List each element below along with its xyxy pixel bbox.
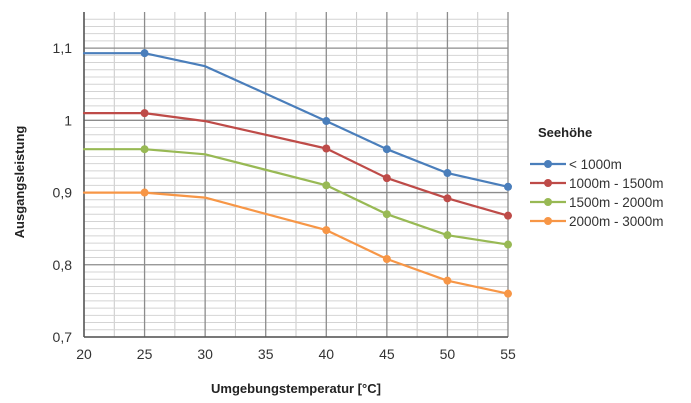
x-tick-label: 30 — [197, 346, 213, 362]
y-tick-label: 1,1 — [53, 40, 73, 56]
x-axis-title: Umgebungstemperatur [°C] — [211, 381, 381, 396]
x-tick-label: 55 — [500, 346, 516, 362]
legend-swatch-marker — [544, 198, 552, 206]
x-tick-label: 45 — [379, 346, 395, 362]
data-point — [443, 169, 452, 178]
tick-labels: 20 25 30 35 40 45 50 55 0,7 0,8 0,9 1 1,1 — [53, 40, 516, 362]
data-point — [322, 144, 331, 153]
data-point — [504, 240, 512, 249]
legend-label: < 1000m — [569, 157, 622, 172]
x-tick-label: 40 — [318, 346, 334, 362]
data-point — [140, 188, 149, 197]
legend-swatch-marker — [544, 179, 552, 187]
data-point — [322, 226, 331, 235]
legend: Seehöhe < 1000m 1000m - 1500m 1500m - 2000… — [530, 125, 664, 229]
y-axis-title: Ausgangsleistung — [12, 126, 27, 239]
x-tick-label: 50 — [440, 346, 456, 362]
data-point — [443, 194, 452, 203]
data-point — [504, 182, 512, 191]
legend-label: 2000m - 3000m — [569, 214, 664, 229]
data-point — [140, 49, 149, 58]
x-tick-label: 20 — [76, 346, 92, 362]
legend-swatch-marker — [544, 217, 552, 225]
axes — [83, 12, 508, 338]
y-tick-label: 0,9 — [53, 185, 73, 201]
series-lines — [82, 49, 512, 298]
data-point — [322, 117, 331, 126]
data-point — [443, 231, 452, 240]
data-point — [382, 255, 391, 263]
grid — [83, 12, 509, 338]
y-tick-label: 0,7 — [53, 329, 73, 345]
legend-label: 1500m - 2000m — [569, 195, 664, 210]
legend-label: 1000m - 1500m — [569, 176, 664, 191]
data-point — [140, 145, 149, 154]
data-point — [382, 210, 391, 219]
data-point — [140, 109, 149, 118]
data-point — [504, 211, 512, 220]
y-tick-label: 0,8 — [53, 257, 73, 273]
x-tick-label: 25 — [137, 346, 153, 362]
data-point — [443, 276, 452, 285]
data-point — [322, 181, 331, 190]
y-tick-label: 1 — [64, 112, 72, 128]
data-point — [382, 174, 391, 183]
data-point — [504, 289, 512, 298]
legend-swatch-marker — [544, 160, 552, 168]
legend-title: Seehöhe — [538, 125, 592, 140]
x-tick-label: 35 — [258, 346, 274, 362]
data-point — [382, 145, 391, 154]
